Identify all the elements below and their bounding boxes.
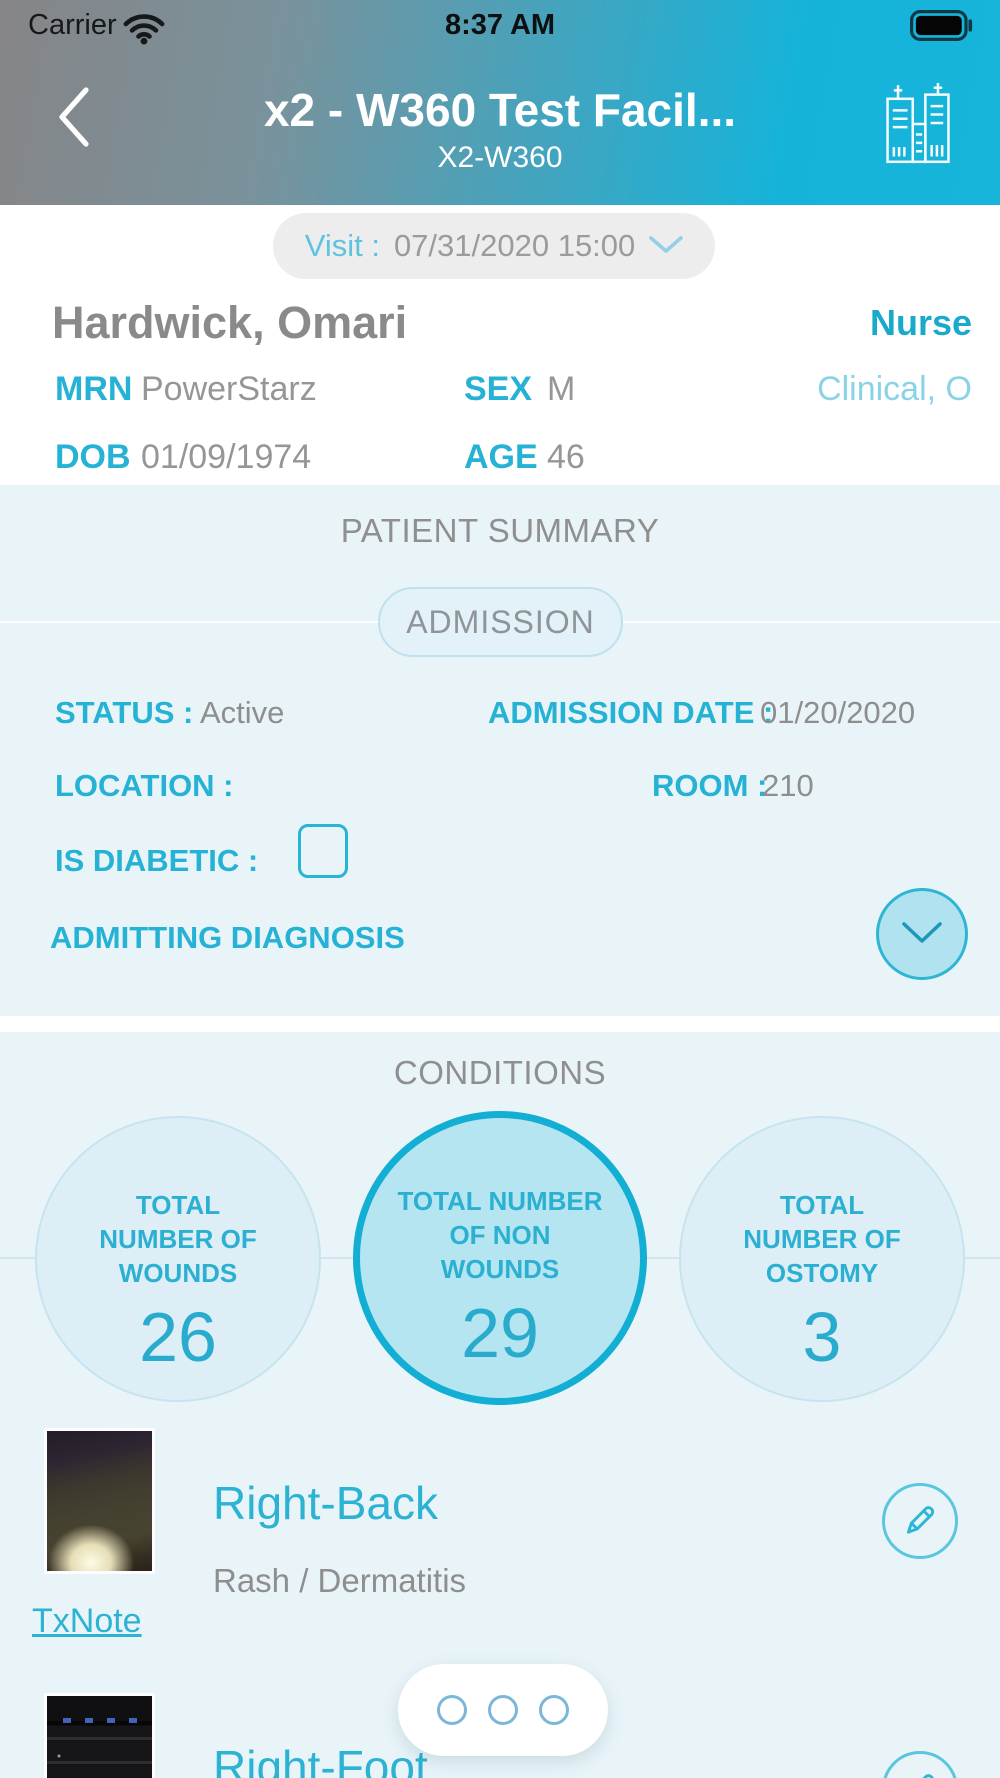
room-value: 210 [762, 768, 814, 803]
battery-icon [910, 10, 974, 46]
wifi-icon [122, 13, 166, 50]
sex-value: M [547, 370, 576, 408]
counter-value: 3 [802, 1298, 842, 1376]
counter-label-line: WOUNDS [440, 1254, 560, 1284]
wound-location-title: Right-Back [213, 1477, 438, 1529]
status-value: Active [200, 695, 285, 730]
section-title-patient-summary: PATIENT SUMMARY [340, 512, 660, 549]
chevron-down-icon [900, 920, 944, 949]
diabetic-checkbox[interactable] [298, 824, 348, 878]
counter-label-line: TOTAL [135, 1190, 221, 1220]
patient-block: Visit : 07/31/2020 15:00 Hardwick, Omari… [0, 205, 1000, 485]
facility-code: X2-W360 [437, 141, 563, 174]
counter-value: 29 [461, 1294, 539, 1372]
counter-label-line: OF NON [449, 1220, 551, 1250]
counter-label-line: OSTOMY [765, 1258, 879, 1288]
edit-wound-button[interactable] [882, 1483, 958, 1559]
expand-diagnosis-button[interactable] [876, 888, 968, 980]
carrier-label: Carrier [28, 9, 117, 41]
page-dot [488, 1695, 518, 1725]
admitting-diagnosis-label: ADMITTING DIAGNOSIS [50, 920, 405, 955]
wound-photo-thumbnail[interactable] [44, 1428, 155, 1574]
counter-label-line: NUMBER OF [743, 1224, 901, 1254]
visit-label: Visit : [304, 228, 380, 263]
patient-summary-section: PATIENT SUMMARY ADMISSION STATUS : Activ… [0, 485, 1000, 1016]
visit-value: 07/31/2020 15:00 [393, 228, 636, 263]
user-role: Nurse [869, 302, 972, 343]
counter-total-non-wounds[interactable]: TOTAL NUMBER OF NON WOUNDS 29 [353, 1111, 647, 1405]
chevron-down-icon [649, 235, 684, 258]
pencil-icon [899, 1499, 941, 1544]
conditions-section: CONDITIONS TOTAL NUMBER OF WOUNDS 26 TOT… [0, 1032, 1000, 1778]
tab-admission[interactable]: ADMISSION [378, 587, 623, 657]
age-label: AGE [464, 438, 538, 476]
counter-label-line: TOTAL NUMBER [397, 1186, 603, 1216]
clinician-name: Clinical, O [817, 370, 972, 408]
status-bar: Carrier 8:37 AM [0, 0, 1000, 50]
wound-type: Rash / Dermatitis [213, 1562, 467, 1599]
wound-photo-thumbnail[interactable] [44, 1693, 155, 1778]
pencil-icon [899, 1767, 941, 1778]
header-titles: x2 - W360 Test Facil... X2-W360 [150, 84, 850, 180]
age-value: 46 [547, 438, 585, 476]
counter-label-line: NUMBER OF [99, 1224, 257, 1254]
patient-name: Hardwick, Omari [52, 297, 408, 348]
sex-label: SEX [464, 370, 533, 408]
dob-value: 01/09/1974 [141, 438, 312, 476]
wound-location-title: Right-Foot [213, 1741, 428, 1778]
page-dot [437, 1695, 467, 1725]
admission-date-label: ADMISSION DATE : [488, 695, 774, 730]
back-button[interactable] [48, 86, 100, 150]
dob-label: DOB [55, 438, 131, 476]
counter-total-wounds[interactable]: TOTAL NUMBER OF WOUNDS 26 [35, 1116, 321, 1402]
counter-value: 26 [139, 1298, 217, 1376]
counter-label-line: TOTAL [779, 1190, 865, 1220]
mrn-value: PowerStarz [141, 370, 317, 408]
mrn-label: MRN [55, 370, 133, 408]
section-title-conditions: CONDITIONS [393, 1054, 607, 1091]
facility-button[interactable] [880, 82, 956, 168]
visit-selector[interactable]: Visit : 07/31/2020 15:00 [273, 213, 715, 279]
edit-wound-button[interactable] [882, 1751, 958, 1778]
diabetic-label: IS DIABETIC : [55, 843, 259, 878]
location-label: LOCATION : [55, 768, 234, 803]
page-indicator[interactable] [398, 1664, 608, 1756]
page-dot [539, 1695, 569, 1725]
status-label: STATUS : [55, 695, 194, 730]
counter-label-line: WOUNDS [118, 1258, 238, 1288]
status-time: 8:37 AM [444, 9, 556, 41]
admission-date-value: 01/20/2020 [760, 695, 916, 730]
txnote-link[interactable]: TxNote [32, 1602, 142, 1640]
room-label: ROOM : [652, 768, 768, 803]
facility-title: x2 - W360 Test Facil... [263, 84, 737, 136]
chevron-left-icon [54, 87, 94, 151]
buildings-icon [883, 83, 953, 169]
counter-total-ostomy[interactable]: TOTAL NUMBER OF OSTOMY 3 [679, 1116, 965, 1402]
header: Carrier 8:37 AM [0, 0, 1000, 205]
